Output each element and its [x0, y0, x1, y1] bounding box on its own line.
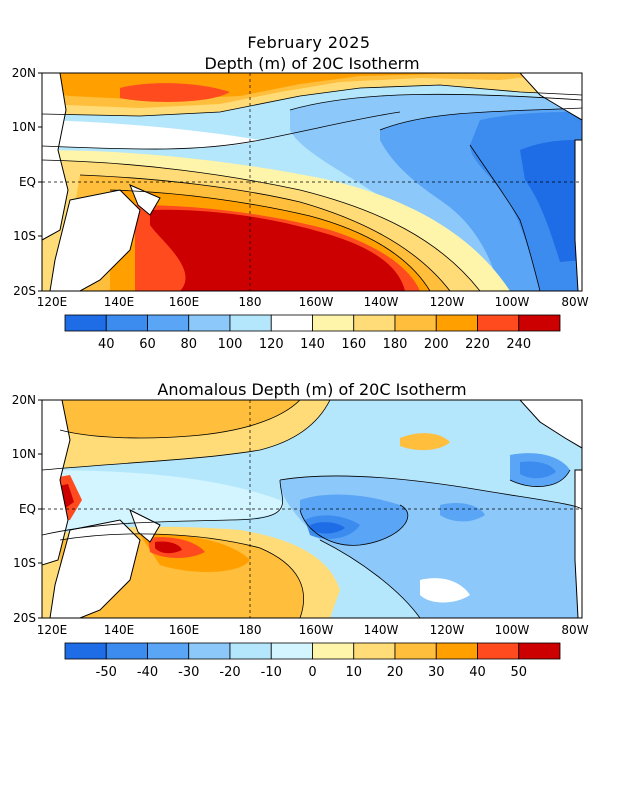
depth-colorbar-label: 140 — [300, 337, 325, 352]
lat-label-10s-2: 10S — [13, 556, 36, 570]
lon-label-80w: 80W — [561, 295, 588, 309]
depth-colorbar-swatch — [353, 314, 396, 332]
depth-colorbar-swatch — [147, 314, 190, 332]
lon-label-100w-2: 100W — [495, 623, 530, 637]
anomaly-colorbar-swatch — [353, 642, 396, 660]
lat-label-10n-2: 10N — [12, 447, 36, 461]
depth-field — [42, 73, 582, 291]
lon-label-120e-2: 120E — [37, 623, 68, 637]
depth-colorbar-swatch — [64, 314, 107, 332]
depth-colorbar-label: 160 — [341, 337, 366, 352]
depth-colorbar-label: 80 — [180, 337, 197, 352]
depth-colorbar-label: 200 — [424, 337, 449, 352]
anomaly-colorbar-label: -10 — [261, 665, 282, 680]
depth-colorbar-swatch — [229, 314, 272, 332]
depth-map-panel: 20N 10N EQ 10S 20S 120E 140E 160E 180 16… — [12, 66, 589, 309]
anomaly-colorbar-label: -20 — [219, 665, 240, 680]
lon-label-160w: 160W — [299, 295, 334, 309]
lat-label-10n: 10N — [12, 120, 36, 134]
anomaly-colorbar-label: 20 — [387, 665, 404, 680]
depth-colorbar-label: 220 — [465, 337, 490, 352]
anomaly-colorbar-swatch — [435, 642, 478, 660]
lon-label-140e: 140E — [104, 295, 135, 309]
depth-colorbar-swatch — [188, 314, 231, 332]
anomaly-colorbar-swatch — [518, 642, 561, 660]
lat-label-10s: 10S — [13, 229, 36, 243]
lon-label-160e: 160E — [169, 295, 200, 309]
anomaly-colorbar-swatch — [394, 642, 437, 660]
anomaly-colorbar-swatch — [270, 642, 313, 660]
lon-label-120w: 120W — [430, 295, 465, 309]
depth-colorbar-label: 100 — [218, 337, 243, 352]
lon-label-100w: 100W — [495, 295, 530, 309]
anomaly-colorbar-swatch — [64, 642, 107, 660]
lon-label-140w: 140W — [364, 295, 399, 309]
panel2-title: Anomalous Depth (m) of 20C Isotherm — [157, 380, 466, 399]
depth-colorbar-swatch — [105, 314, 148, 332]
anomaly-colorbar: -50 -40 -30 -20 -10 0 10 20 30 40 50 — [64, 642, 561, 680]
depth-colorbar-swatch — [394, 314, 437, 332]
depth-colorbar: 40 60 80 100 120 140 160 180 200 220 240 — [64, 314, 561, 352]
anomaly-colorbar-label: 30 — [428, 665, 445, 680]
depth-colorbar-label: 120 — [259, 337, 284, 352]
anomaly-colorbar-label: 10 — [345, 665, 362, 680]
anomaly-field — [42, 400, 582, 618]
lon-label-160w-2: 160W — [299, 623, 334, 637]
anomaly-colorbar-swatch — [105, 642, 148, 660]
depth-colorbar-label: 40 — [98, 337, 115, 352]
lon-label-140w-2: 140W — [364, 623, 399, 637]
depth-colorbar-swatch — [477, 314, 520, 332]
lat-label-20n-2: 20N — [12, 393, 36, 407]
lat-label-eq-2: EQ — [19, 502, 36, 516]
depth-colorbar-label: 240 — [506, 337, 531, 352]
anomaly-colorbar-label: -30 — [178, 665, 199, 680]
anomaly-colorbar-swatch — [147, 642, 190, 660]
depth-colorbar-swatch — [312, 314, 355, 332]
lon-label-120w-2: 120W — [430, 623, 465, 637]
anomaly-colorbar-label: 50 — [510, 665, 527, 680]
anomaly-colorbar-swatch — [188, 642, 231, 660]
anomaly-colorbar-label: 0 — [308, 665, 316, 680]
anomaly-colorbar-swatch — [477, 642, 520, 660]
lat-label-20n: 20N — [12, 66, 36, 80]
anomaly-colorbar-label: -50 — [96, 665, 117, 680]
anomaly-map-panel: 20N 10N EQ 10S 20S 120E 140E 160E 180 16… — [12, 393, 589, 637]
panel1-title: Depth (m) of 20C Isotherm — [204, 54, 419, 73]
lon-label-180-2: 180 — [239, 623, 262, 637]
lon-label-180: 180 — [239, 295, 262, 309]
depth-colorbar-label: 60 — [139, 337, 156, 352]
lon-label-140e-2: 140E — [104, 623, 135, 637]
depth-colorbar-swatch — [270, 314, 313, 332]
lon-label-80w-2: 80W — [561, 623, 588, 637]
lat-label-20s-2: 20S — [13, 611, 36, 625]
depth-colorbar-swatch — [518, 314, 561, 332]
anomaly-colorbar-label: 40 — [469, 665, 486, 680]
depth-colorbar-label: 180 — [383, 337, 408, 352]
lon-label-160e-2: 160E — [169, 623, 200, 637]
lat-label-eq: EQ — [19, 175, 36, 189]
anomaly-colorbar-label: -40 — [137, 665, 158, 680]
anomaly-colorbar-swatch — [312, 642, 355, 660]
anomaly-colorbar-swatch — [229, 642, 272, 660]
lat-label-20s: 20S — [13, 284, 36, 298]
lon-label-120e: 120E — [37, 295, 68, 309]
depth-colorbar-swatch — [435, 314, 478, 332]
figure-date-title: February 2025 — [247, 33, 371, 52]
